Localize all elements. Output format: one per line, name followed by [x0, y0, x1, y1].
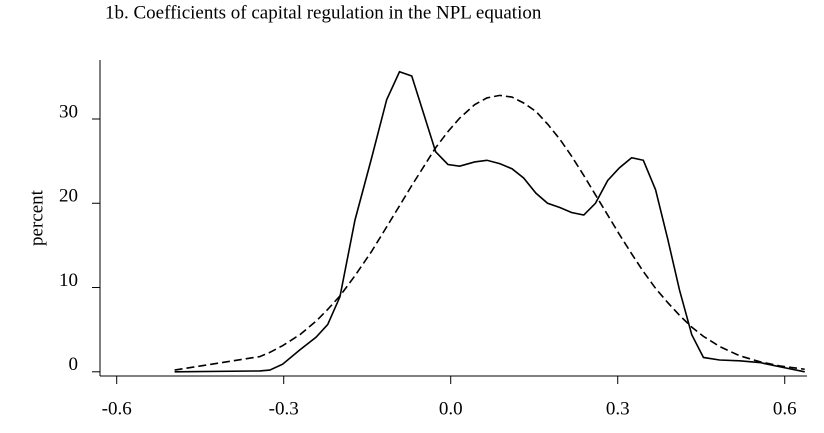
y-tick-label: 30: [59, 101, 78, 122]
series-line: [174, 94, 805, 371]
x-tick-label: -0.6: [102, 398, 132, 419]
y-axis-label: percent: [26, 189, 47, 246]
y-tick-label: 20: [59, 186, 78, 207]
x-tick-label: 0.3: [606, 398, 630, 419]
x-tick-label: 0.6: [773, 398, 797, 419]
x-tick-label: -0.3: [269, 398, 299, 419]
chart-title: 1b. Coefficients of capital regulation i…: [105, 2, 542, 23]
y-tick-label: 10: [59, 270, 78, 291]
y-tick-label: 0: [69, 354, 79, 375]
series-line: [174, 70, 805, 373]
x-tick-label: 0.0: [439, 398, 463, 419]
